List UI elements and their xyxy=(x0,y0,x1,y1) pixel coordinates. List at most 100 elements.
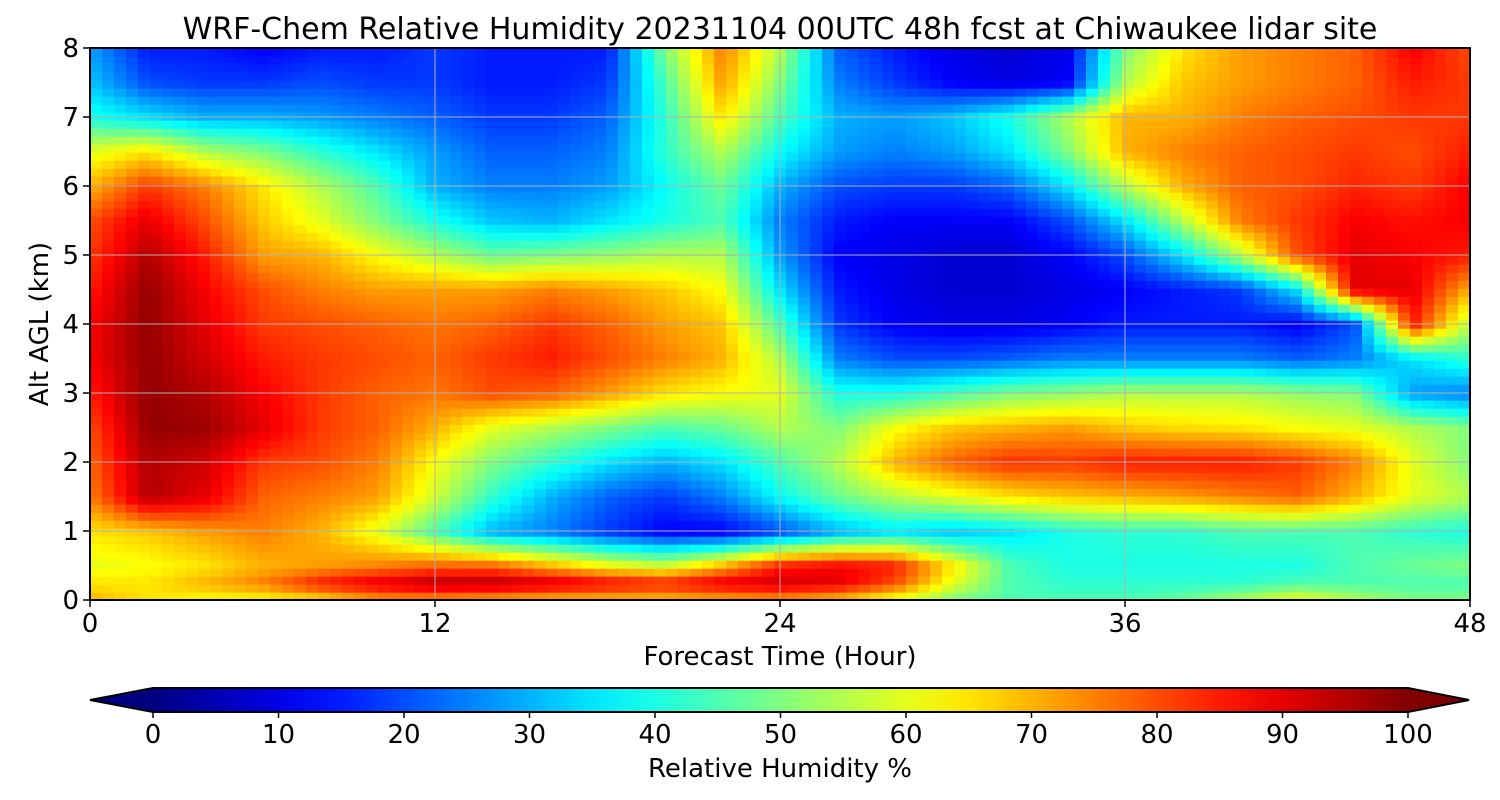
heatmap-cell xyxy=(834,480,847,489)
heatmap-cell xyxy=(606,504,619,513)
heatmap-cell xyxy=(498,368,511,377)
heatmap-cell xyxy=(114,488,127,497)
heatmap-cell xyxy=(450,576,463,585)
heatmap-cell xyxy=(1194,568,1207,577)
heatmap-cell xyxy=(90,472,103,481)
heatmap-cell xyxy=(870,384,883,393)
heatmap-cell xyxy=(762,456,775,465)
heatmap-cell xyxy=(306,264,319,273)
heatmap-cell xyxy=(594,304,607,313)
heatmap-cell xyxy=(222,536,235,545)
heatmap-cell xyxy=(114,336,127,345)
heatmap-cell xyxy=(318,360,331,369)
heatmap-cell xyxy=(90,264,103,273)
heatmap-cell xyxy=(354,416,367,425)
heatmap-cell xyxy=(1266,264,1279,273)
heatmap-cell xyxy=(1074,504,1087,513)
heatmap-cell xyxy=(414,496,427,505)
heatmap-cell xyxy=(426,344,439,353)
heatmap-cell xyxy=(1326,568,1339,577)
heatmap-cell xyxy=(990,416,1003,425)
heatmap-cell xyxy=(1446,424,1459,433)
heatmap-cell xyxy=(1062,560,1075,569)
heatmap-cell xyxy=(858,336,871,345)
heatmap-cell xyxy=(714,400,727,409)
heatmap-cell xyxy=(618,336,631,345)
heatmap-cell xyxy=(126,344,139,353)
heatmap-cell xyxy=(186,336,199,345)
heatmap-cell xyxy=(126,328,139,337)
heatmap-cell xyxy=(558,288,571,297)
heatmap-cell xyxy=(498,304,511,313)
heatmap-cell xyxy=(1242,504,1255,513)
heatmap-cell xyxy=(1218,304,1231,313)
heatmap-cell xyxy=(1350,264,1363,273)
heatmap-cell xyxy=(942,568,955,577)
heatmap-cell xyxy=(810,376,823,385)
heatmap-cell xyxy=(522,264,535,273)
heatmap-cell xyxy=(990,472,1003,481)
heatmap-cell xyxy=(90,368,103,377)
heatmap-cell xyxy=(1170,424,1183,433)
heatmap-cell xyxy=(1290,512,1303,521)
heatmap-cell xyxy=(186,456,199,465)
heatmap-cell xyxy=(1302,568,1315,577)
heatmap-cell xyxy=(354,544,367,553)
heatmap-cell xyxy=(882,480,895,489)
heatmap-cell xyxy=(474,352,487,361)
heatmap-cell xyxy=(942,288,955,297)
heatmap-cell xyxy=(822,400,835,409)
heatmap-cell xyxy=(762,544,775,553)
heatmap-cell xyxy=(1278,296,1291,305)
heatmap-cell xyxy=(402,480,415,489)
heatmap-cell xyxy=(762,384,775,393)
heatmap-cell xyxy=(270,432,283,441)
heatmap-cell xyxy=(186,360,199,369)
heatmap-cell xyxy=(1146,328,1159,337)
heatmap-cell xyxy=(1038,440,1051,449)
heatmap-cell xyxy=(1182,296,1195,305)
heatmap-cell xyxy=(1170,512,1183,521)
heatmap-cell xyxy=(930,512,943,521)
heatmap-cell xyxy=(822,384,835,393)
heatmap-cell xyxy=(978,408,991,417)
heatmap-cell xyxy=(1230,520,1243,529)
heatmap-cell xyxy=(1278,472,1291,481)
heatmap-cell xyxy=(162,392,175,401)
heatmap-cell xyxy=(1278,304,1291,313)
heatmap-cell xyxy=(978,464,991,473)
heatmap-cell xyxy=(918,352,931,361)
heatmap-cell xyxy=(1146,264,1159,273)
heatmap-cell xyxy=(282,304,295,313)
heatmap-cell xyxy=(534,424,547,433)
heatmap-cell xyxy=(1134,464,1147,473)
heatmap-cell xyxy=(162,448,175,457)
heatmap-cell xyxy=(1062,256,1075,265)
heatmap-cell xyxy=(378,576,391,585)
heatmap-cell xyxy=(846,576,859,585)
heatmap-cell xyxy=(906,576,919,585)
heatmap-cell xyxy=(702,296,715,305)
heatmap-cell xyxy=(606,416,619,425)
heatmap-cell xyxy=(714,384,727,393)
heatmap-cell xyxy=(426,448,439,457)
heatmap-cell xyxy=(1206,504,1219,513)
heatmap-cell xyxy=(1230,384,1243,393)
heatmap-cell xyxy=(846,480,859,489)
heatmap-cell xyxy=(390,440,403,449)
heatmap-cell xyxy=(630,544,643,553)
heatmap-cell xyxy=(690,376,703,385)
heatmap-cell xyxy=(342,352,355,361)
heatmap-cell xyxy=(366,312,379,321)
heatmap-cell xyxy=(1242,584,1255,593)
heatmap-cell xyxy=(342,280,355,289)
heatmap-cell xyxy=(1254,280,1267,289)
heatmap-cell xyxy=(1314,352,1327,361)
heatmap-cell xyxy=(798,464,811,473)
heatmap-cell xyxy=(882,304,895,313)
heatmap-cell xyxy=(1194,272,1207,281)
heatmap-cell xyxy=(510,568,523,577)
heatmap-cell xyxy=(1146,352,1159,361)
heatmap-cell xyxy=(894,576,907,585)
heatmap-cell xyxy=(882,400,895,409)
